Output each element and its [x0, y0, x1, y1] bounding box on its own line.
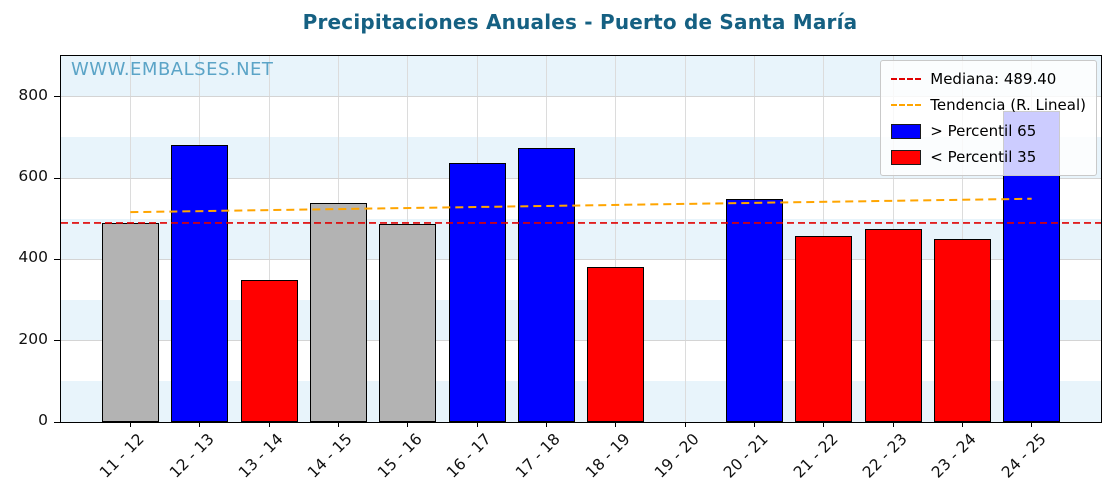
x-tick-label: 16 - 17 [443, 430, 495, 482]
legend-trend-label: Tendencia (R. Lineal) [930, 96, 1086, 114]
trend-line [130, 197, 1032, 214]
horizontal-gridline [61, 177, 1101, 179]
bar-13-14 [240, 279, 298, 422]
legend-item-median: Mediana: 489.40 [891, 67, 1086, 91]
x-tick-label: 24 - 25 [997, 430, 1050, 482]
x-tick-label: 20 - 21 [720, 430, 773, 482]
x-tick-mark [753, 422, 755, 427]
x-tick-label: 11 - 12 [96, 430, 149, 482]
bar-14-15 [309, 203, 367, 422]
background-band [61, 300, 1101, 341]
x-tick-label: 17 - 18 [512, 430, 565, 482]
background-band [61, 218, 1101, 260]
y-tick-label: 400 [18, 248, 48, 267]
x-tick-label: 21 - 22 [789, 430, 842, 482]
bar-23-24 [933, 239, 991, 422]
y-tick-mark [54, 258, 60, 260]
bar-20-21 [725, 199, 783, 422]
x-tick-mark [407, 422, 409, 427]
vertical-gridline [268, 56, 270, 422]
horizontal-gridline [61, 96, 1101, 98]
bar-18-19 [587, 267, 645, 422]
chart-title: Precipitaciones Anuales - Puerto de Sant… [302, 10, 858, 34]
x-tick-mark [615, 422, 617, 427]
x-tick-mark [892, 422, 894, 427]
legend-item-trend: Tendencia (R. Lineal) [891, 93, 1086, 117]
x-tick-mark [823, 422, 825, 427]
plot-area: WWW.EMBALSES.NET Mediana: 489.40 Tendenc… [54, 55, 1102, 427]
x-tick-mark [129, 422, 131, 427]
y-tick-mark [54, 96, 60, 98]
y-tick-label: 600 [18, 167, 48, 185]
x-tick-label: 12 - 13 [165, 430, 218, 482]
y-tick-mark [54, 421, 60, 423]
below-percentile-swatch [891, 149, 922, 165]
y-tick-mark [54, 177, 60, 179]
vertical-gridline [615, 56, 617, 422]
x-tick-mark [545, 422, 547, 427]
x-tick-label: 15 - 16 [373, 430, 426, 482]
bar-15-16 [379, 223, 437, 422]
x-tick-label: 13 - 14 [235, 430, 287, 482]
legend-below-label: < Percentil 35 [930, 148, 1037, 166]
horizontal-gridline [61, 340, 1101, 342]
legend-item-above-percentile: > Percentil 65 [891, 119, 1086, 143]
x-tick-label: 18 - 19 [581, 430, 634, 482]
y-tick-label: 0 [38, 411, 48, 429]
horizontal-gridline [61, 258, 1101, 260]
bar-21-22 [795, 236, 853, 422]
y-tick-label: 800 [18, 85, 48, 104]
x-tick-mark [337, 422, 339, 427]
x-tick-mark [961, 422, 963, 427]
overlay-lines [61, 197, 1101, 224]
legend-item-below-percentile: < Percentil 35 [891, 145, 1086, 169]
x-tick-label: 23 - 24 [928, 430, 981, 482]
bar-22-23 [864, 229, 922, 422]
watermark: WWW.EMBALSES.NET [71, 59, 274, 80]
x-tick-mark [268, 422, 270, 427]
x-tick-label: 22 - 23 [859, 430, 911, 482]
x-tick-mark [684, 422, 686, 427]
x-tick-mark [1031, 422, 1033, 427]
y-tick-mark [54, 340, 60, 342]
median-line-sample [891, 78, 922, 80]
bar-12-13 [171, 145, 229, 422]
x-tick-label: 19 - 20 [651, 430, 703, 482]
background-band [61, 381, 1101, 422]
legend: Mediana: 489.40 Tendencia (R. Lineal) > … [880, 60, 1097, 176]
x-tick-mark [199, 422, 201, 427]
trend-line-sample [891, 104, 922, 106]
bar-11-12 [101, 223, 159, 422]
legend-median-label: Mediana: 489.40 [930, 70, 1057, 88]
y-tick-label: 200 [18, 329, 48, 348]
bar-17-18 [517, 147, 575, 422]
vertical-gridline [684, 56, 686, 422]
x-tick-mark [476, 422, 478, 427]
above-percentile-swatch [891, 123, 922, 139]
x-tick-label: 14 - 15 [304, 430, 357, 482]
legend-above-label: > Percentil 65 [930, 122, 1037, 140]
